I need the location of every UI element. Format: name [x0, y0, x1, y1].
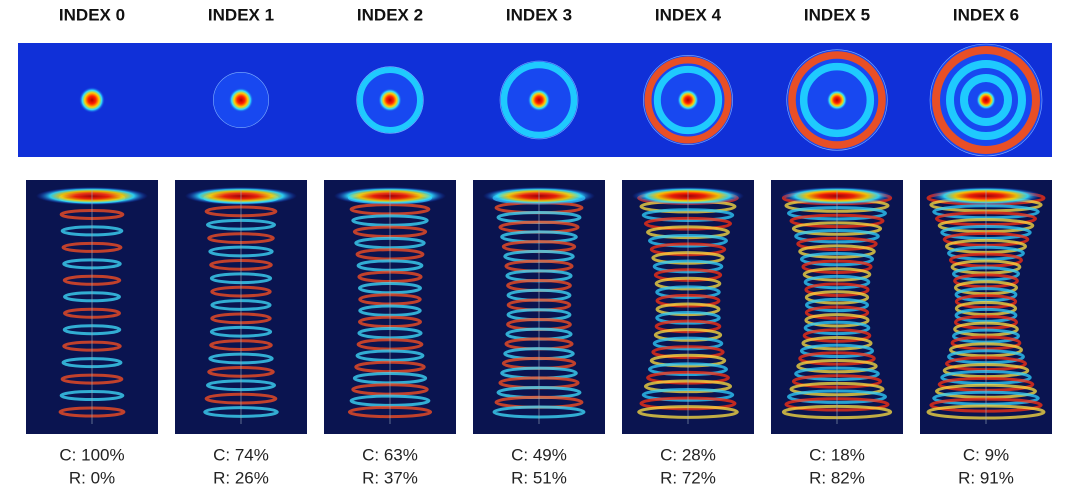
coherent-share: C: 63%: [362, 445, 418, 464]
beam-spot: [527, 88, 551, 112]
beam-ring: [932, 46, 1040, 154]
beam-spot: [677, 89, 699, 111]
random-share: R: 72%: [660, 468, 716, 487]
beam-spot: [378, 88, 402, 112]
panel-title: INDEX 4: [655, 5, 722, 24]
beam-ring: [799, 62, 875, 138]
coherent-share: C: 9%: [963, 445, 1009, 464]
coherent-share: C: 49%: [511, 445, 567, 464]
beam-spot: [826, 89, 848, 111]
random-share: R: 37%: [362, 468, 418, 487]
panel-title: INDEX 6: [953, 5, 1019, 24]
beam-ring: [500, 61, 578, 139]
beam-ring: [644, 56, 732, 144]
coherent-share: C: 74%: [213, 445, 269, 464]
beam-ring: [946, 60, 1026, 140]
random-share: R: 0%: [69, 468, 115, 487]
random-share: R: 91%: [958, 468, 1014, 487]
beam-ring: [653, 65, 723, 135]
beam-spot: [976, 90, 996, 110]
random-share: R: 51%: [511, 468, 567, 487]
coherent-share: C: 18%: [809, 445, 865, 464]
panel-title: INDEX 0: [59, 5, 125, 24]
panel-title: INDEX 3: [506, 5, 572, 24]
beam-spot: [79, 87, 105, 113]
beam-spot: [228, 87, 254, 113]
panel-title: INDEX 5: [804, 5, 870, 24]
coherent-share: C: 28%: [660, 445, 716, 464]
random-share: R: 26%: [213, 468, 269, 487]
panel-title: INDEX 1: [208, 5, 274, 24]
beam-ring: [357, 67, 423, 133]
beam-ring: [960, 74, 1012, 126]
random-share: R: 82%: [809, 468, 865, 487]
beam-ring: [788, 51, 886, 149]
coherent-share: C: 100%: [59, 445, 124, 464]
panel-title: INDEX 2: [357, 5, 423, 24]
